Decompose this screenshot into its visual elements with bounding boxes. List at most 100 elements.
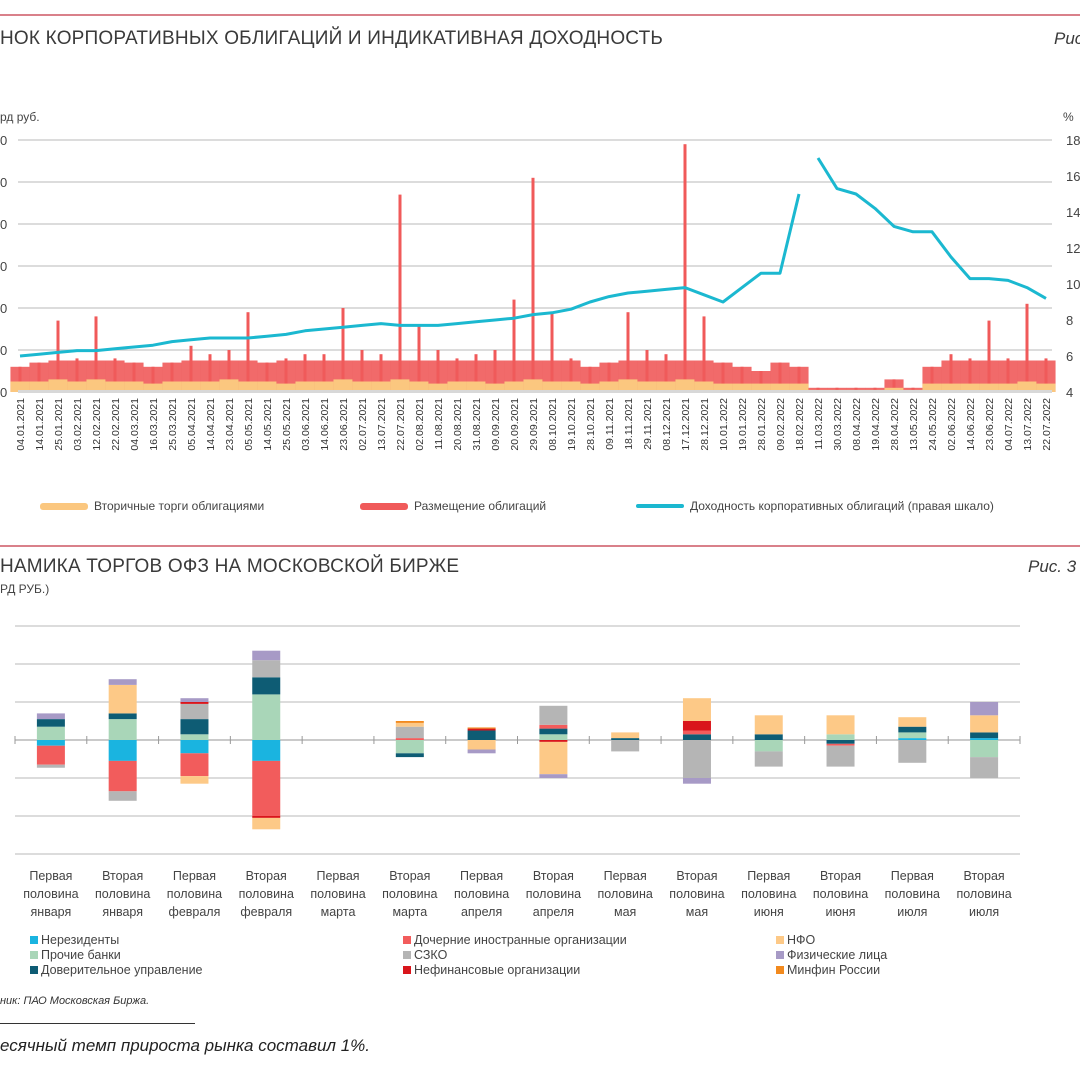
x-tick-label: 24.05.2022 xyxy=(927,398,939,451)
category-label: февраля xyxy=(240,905,292,919)
category-label: Вторая xyxy=(820,869,861,883)
legend-label: Физические лица xyxy=(787,948,888,962)
right-tick-label: 4 xyxy=(1066,385,1073,400)
stacked-segment xyxy=(252,660,281,678)
secondary-bar xyxy=(637,381,657,392)
x-tick-label: 22.02.2021 xyxy=(110,398,122,451)
legend-swatch xyxy=(403,936,411,944)
category-label: апреля xyxy=(533,905,574,919)
secondary-bar xyxy=(656,381,676,392)
x-tick-label: 13.07.2021 xyxy=(376,398,388,451)
stacked-segment xyxy=(539,734,568,740)
stacked-segment xyxy=(252,816,281,818)
placement-bar xyxy=(1025,303,1029,392)
placement-bar xyxy=(645,350,649,392)
stacked-segment xyxy=(754,734,783,740)
x-tick-label: 28.10.2021 xyxy=(585,398,597,451)
yield-line-segment xyxy=(19,193,801,358)
secondary-bar xyxy=(694,381,714,392)
stacked-segment xyxy=(682,698,711,721)
x-tick-label: 20.09.2021 xyxy=(509,398,521,451)
secondary-bar xyxy=(105,381,125,392)
x-tick-label: 23.06.2022 xyxy=(984,398,996,451)
secondary-bar xyxy=(314,381,334,392)
legend-label: Доверительное управление xyxy=(41,963,203,977)
legend-item: Минфин России xyxy=(776,963,880,977)
stacked-segment xyxy=(682,778,711,784)
x-tick-label: 23.06.2021 xyxy=(338,398,350,451)
legend-swatch xyxy=(776,966,784,974)
placement-bar xyxy=(531,177,535,392)
legend-item: СЗКО xyxy=(403,948,447,962)
placement-bar xyxy=(759,371,763,392)
placement-bar xyxy=(189,345,193,392)
stacked-segment xyxy=(467,740,496,750)
category-label: половина xyxy=(382,887,437,901)
legend-swatch xyxy=(30,951,38,959)
x-tick-label: 11.03.2022 xyxy=(813,398,825,450)
x-tick-label: 04.01.2021 xyxy=(15,398,27,451)
placement-bar xyxy=(1006,358,1010,392)
chart1-left-unit: рд руб. xyxy=(0,110,40,124)
stacked-segment xyxy=(682,740,711,778)
secondary-bar xyxy=(561,381,581,392)
stacked-segment xyxy=(539,724,568,729)
legend-label: Прочие банки xyxy=(41,948,121,962)
secondary-bar xyxy=(618,379,638,392)
chart1-figure-label: Рис xyxy=(1054,29,1080,48)
stacked-segment xyxy=(970,740,999,758)
stacked-segment xyxy=(898,732,927,739)
placement-bar xyxy=(797,366,801,392)
secondary-bar xyxy=(979,383,999,392)
x-tick-label: 02.08.2021 xyxy=(414,398,426,451)
category-label: февраля xyxy=(169,905,221,919)
stacked-segment xyxy=(898,740,927,763)
placement-bar xyxy=(379,354,383,392)
placement-bar xyxy=(436,350,440,392)
secondary-bar xyxy=(770,383,790,392)
secondary-bar xyxy=(542,381,562,392)
secondary-bar xyxy=(789,383,809,392)
category-label: мая xyxy=(686,905,708,919)
placement-bar xyxy=(227,350,231,392)
placement-bar xyxy=(987,320,991,392)
stacked-segment xyxy=(108,713,137,720)
placement-bar xyxy=(56,320,60,392)
category-label: января xyxy=(31,905,72,919)
category-label: половина xyxy=(669,887,724,901)
secondary-bar xyxy=(67,381,87,392)
secondary-bar xyxy=(884,387,904,392)
x-tick-label: 25.01.2021 xyxy=(53,398,65,451)
x-tick-label: 04.07.2022 xyxy=(1003,398,1015,451)
placement-bar xyxy=(588,366,592,392)
placement-bar xyxy=(683,144,687,392)
placement-bar xyxy=(664,354,668,392)
left-tick-label: 0 xyxy=(0,133,7,148)
legend-placement: Размещение облигаций xyxy=(360,499,546,513)
stacked-segment xyxy=(826,740,855,744)
category-label: Первая xyxy=(173,869,216,883)
right-tick-label: 8 xyxy=(1066,313,1073,328)
stacked-segment xyxy=(108,740,137,761)
category-label: мая xyxy=(614,905,636,919)
stacked-segment xyxy=(898,738,927,740)
legend-item: Доверительное управление xyxy=(30,963,203,977)
right-tick-label: 10 xyxy=(1066,277,1080,292)
category-label: июня xyxy=(826,905,856,919)
stacked-segment xyxy=(826,715,855,735)
x-tick-label: 14.04.2021 xyxy=(205,398,217,451)
category-label: Первая xyxy=(891,869,934,883)
stacked-segment xyxy=(467,727,496,729)
secondary-bar xyxy=(998,383,1018,392)
x-tick-label: 19.04.2022 xyxy=(870,398,882,451)
secondary-bar xyxy=(580,383,600,392)
category-label: Вторая xyxy=(246,869,287,883)
category-label: июня xyxy=(754,905,784,919)
legend-label: СЗКО xyxy=(414,948,448,962)
category-label: Вторая xyxy=(533,869,574,883)
stacked-segment xyxy=(108,760,137,792)
stacked-segment xyxy=(252,694,281,740)
footnote-separator xyxy=(0,1023,195,1024)
category-label: июля xyxy=(897,905,927,919)
secondary-bar xyxy=(922,383,942,392)
